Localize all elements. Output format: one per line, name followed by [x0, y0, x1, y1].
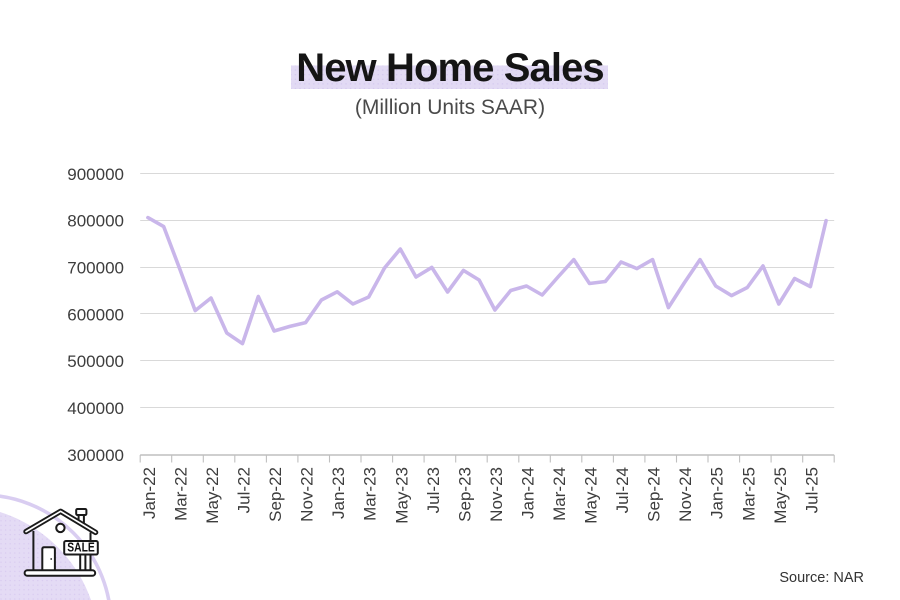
svg-text:Mar-22: Mar-22	[171, 467, 190, 521]
svg-text:May-23: May-23	[392, 467, 411, 524]
svg-text:Sep-23: Sep-23	[455, 467, 474, 522]
svg-text:800000: 800000	[67, 212, 124, 231]
svg-text:400000: 400000	[67, 399, 124, 418]
svg-text:Jan-25: Jan-25	[708, 467, 727, 519]
svg-text:Jul-23: Jul-23	[424, 467, 443, 513]
svg-text:Mar-25: Mar-25	[739, 467, 758, 521]
svg-text:Mar-23: Mar-23	[361, 467, 380, 521]
svg-text:Nov-23: Nov-23	[487, 467, 506, 522]
svg-text:New Home Sales: New Home Sales	[296, 46, 604, 90]
svg-text:Sep-24: Sep-24	[645, 467, 664, 522]
svg-text:Jul-22: Jul-22	[235, 467, 254, 513]
svg-text:Jan-23: Jan-23	[329, 467, 348, 519]
svg-text:700000: 700000	[67, 259, 124, 278]
svg-text:Nov-24: Nov-24	[676, 467, 695, 522]
svg-text:Source: NAR: Source: NAR	[779, 570, 864, 586]
svg-text:900000: 900000	[67, 165, 124, 184]
svg-text:May-22: May-22	[203, 467, 222, 524]
svg-text:Jul-24: Jul-24	[613, 467, 632, 513]
svg-text:Sep-22: Sep-22	[266, 467, 285, 522]
svg-text:(Million Units SAAR): (Million Units SAAR)	[355, 96, 545, 119]
svg-text:May-24: May-24	[582, 467, 601, 524]
svg-text:600000: 600000	[67, 305, 124, 324]
svg-text:500000: 500000	[67, 352, 124, 371]
svg-text:Mar-24: Mar-24	[550, 467, 569, 521]
svg-text:SALE: SALE	[67, 541, 95, 555]
svg-text:Jan-22: Jan-22	[140, 467, 159, 519]
svg-text:May-25: May-25	[771, 467, 790, 524]
svg-text:Jul-25: Jul-25	[802, 467, 821, 513]
svg-text:300000: 300000	[67, 446, 124, 465]
svg-text:Nov-22: Nov-22	[298, 467, 317, 522]
svg-text:Jan-24: Jan-24	[519, 467, 538, 519]
